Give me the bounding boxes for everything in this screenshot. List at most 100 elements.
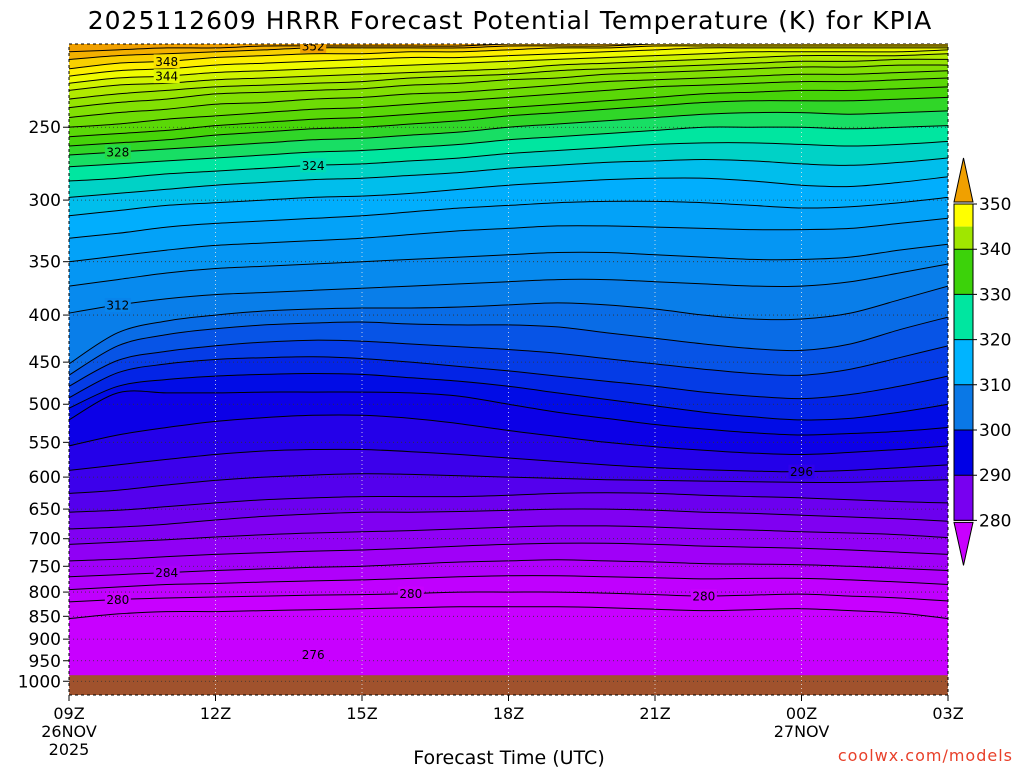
- colorbar-lower-arrow: [953, 521, 974, 566]
- fill-band-340: [69, 53, 948, 100]
- y-tick-label-500: 500: [29, 395, 61, 415]
- isentrope-330: [69, 96, 948, 147]
- isentrope-286: [69, 542, 948, 562]
- x-tick-date-09Z: 26NOV: [41, 722, 97, 741]
- contour-lines: [69, 44, 948, 620]
- isentrope-342: [69, 53, 948, 91]
- y-tick-label-750: 750: [29, 557, 61, 577]
- fill-band-308: [69, 286, 948, 376]
- contour-label-text: 280: [106, 593, 129, 607]
- credit-text: coolwx.com/models: [838, 746, 1013, 765]
- x-tick-label-00Z: 00Z: [786, 704, 817, 723]
- colorbar-upper-arrow: [953, 157, 974, 203]
- contour-label-text: 312: [106, 298, 129, 312]
- y-tick-label-900: 900: [29, 630, 61, 650]
- fill-band-290: [69, 492, 948, 529]
- fill-band-304: [69, 340, 948, 399]
- colorbar-segment-320: [954, 294, 973, 340]
- colorbar-label-300: 300: [979, 421, 1011, 441]
- x-tick-date-00Z: 27NOV: [774, 722, 830, 741]
- colorbar-segment-340-lower: [954, 226, 973, 250]
- isentrope-294: [69, 473, 948, 494]
- fill-band-350: [69, 44, 948, 60]
- contour-label-4: 324: [300, 158, 327, 173]
- colorbar-segment-280: [954, 475, 973, 521]
- y-axis: 250 300 350 400 450 500 550 600 650 700 750 800 850 9…: [18, 118, 69, 692]
- contour-label-bg: [300, 158, 327, 173]
- x-tick-year-09Z: 2025: [49, 740, 90, 759]
- isentrope-336: [69, 70, 948, 118]
- contour-label-bg: [153, 565, 180, 580]
- colorbar-label-320: 320: [979, 331, 1011, 351]
- contour-label-text: 280: [692, 590, 715, 604]
- contour-label-3: 328: [104, 145, 131, 160]
- isentrope-292: [69, 492, 948, 513]
- fill-band-336: [69, 64, 948, 118]
- fill-band-296: [69, 414, 948, 472]
- x-tick-label-09Z: 09Z: [53, 704, 84, 723]
- isentrope-344: [69, 49, 948, 84]
- isentrope-312: [69, 263, 948, 314]
- isentrope-326: [69, 125, 948, 168]
- contour-label-bg: [104, 145, 131, 160]
- isentrope-320: [69, 176, 948, 217]
- fill-band-310: [69, 264, 948, 364]
- contour-label-bg: [300, 647, 327, 662]
- y-tick-label-550: 550: [29, 433, 61, 453]
- fill-band-338: [69, 59, 948, 108]
- ground-fill: [69, 675, 948, 695]
- contour-label-text: 296: [790, 465, 813, 479]
- y-tick-label-400: 400: [29, 306, 61, 326]
- contour-label-bg: [153, 54, 180, 69]
- contour-label-bg: [690, 589, 717, 604]
- y-tick-label-600: 600: [29, 468, 61, 488]
- contour-label-2: 344: [153, 69, 180, 84]
- isentrope-288: [69, 525, 948, 545]
- fill-band-316: [69, 197, 948, 262]
- colorbar-label-280: 280: [979, 511, 1011, 531]
- x-axis-label: Forecast Time (UTC): [413, 747, 604, 768]
- colorbar-segment-310: [954, 339, 973, 385]
- isentrope-328: [69, 110, 948, 156]
- y-tick-label-800: 800: [29, 583, 61, 603]
- contour-label-bg: [788, 464, 815, 479]
- contour-label-bg: [104, 297, 131, 312]
- isentrope-278: [69, 606, 948, 620]
- fill-band-346: [69, 45, 948, 77]
- isentrope-352: [69, 44, 948, 53]
- ground-layer: [69, 675, 948, 695]
- fill-band-328: [69, 97, 948, 155]
- contour-label-5: 312: [104, 297, 131, 312]
- colorbar: 280 290 300 310 320 330 340 350: [953, 157, 1011, 566]
- fill-band-344: [69, 47, 948, 84]
- colorbar-label-330: 330: [979, 285, 1011, 305]
- isentrope-306: [69, 339, 948, 387]
- contour-label-text: 280: [399, 587, 422, 601]
- y-tick-label-850: 850: [29, 607, 61, 627]
- x-tick-label-18Z: 18Z: [493, 704, 524, 723]
- contour-label-11: 276: [300, 647, 327, 662]
- contour-label-8: 280: [104, 592, 131, 607]
- isentrope-346: [69, 47, 948, 77]
- colorbar-label-310: 310: [979, 376, 1011, 396]
- contour-label-text: 348: [155, 55, 178, 69]
- isentrope-284: [69, 559, 948, 578]
- contour-label-bg: [153, 69, 180, 84]
- isentrope-302: [69, 372, 948, 421]
- x-tick-label-21Z: 21Z: [639, 704, 670, 723]
- y-tick-label-350: 350: [29, 253, 61, 273]
- isentrope-300: [69, 390, 948, 436]
- contour-label-bg: [104, 592, 131, 607]
- y-tick-label-300: 300: [29, 191, 61, 211]
- fill-band-312: [69, 244, 948, 314]
- y-tick-label-700: 700: [29, 530, 61, 550]
- contour-label-bg: [300, 44, 327, 53]
- isentrope-324: [69, 140, 948, 182]
- fill-band-306: [69, 317, 948, 387]
- isentrope-298: [69, 414, 948, 456]
- fill-band-342: [69, 49, 948, 91]
- y-tick-label-950: 950: [29, 652, 61, 672]
- contour-label-text: 324: [302, 159, 325, 173]
